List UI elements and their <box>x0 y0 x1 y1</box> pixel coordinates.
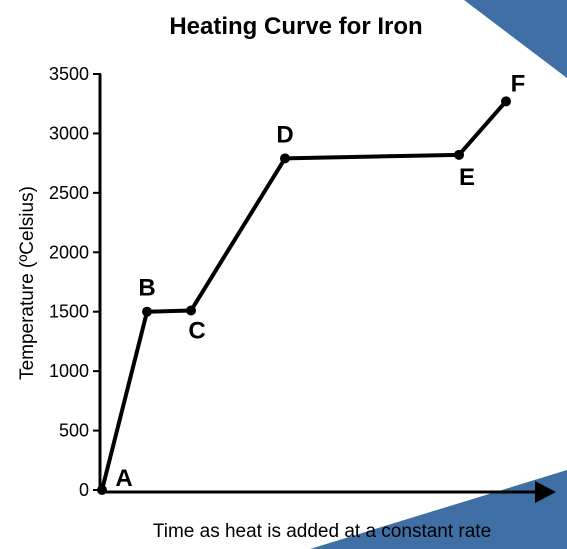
y-axis-ticks: 0 500 1000 1500 2000 2500 3000 3500 <box>49 64 101 500</box>
y-tick-label: 0 <box>79 480 89 500</box>
y-tick-label: 1500 <box>49 302 89 322</box>
point-label-d: D <box>276 121 293 148</box>
data-point-f <box>501 96 511 107</box>
y-tick-label: 3000 <box>49 123 89 143</box>
data-point-c <box>186 305 196 316</box>
point-label-b: B <box>138 275 155 302</box>
data-point-e <box>454 149 464 160</box>
data-markers <box>97 96 511 495</box>
x-axis-arrowhead <box>535 481 556 503</box>
corner-accent-top <box>464 0 567 78</box>
y-tick-label: 3500 <box>49 64 89 84</box>
y-tick-label: 500 <box>59 421 89 441</box>
point-label-c: C <box>188 318 205 345</box>
y-tick-label: 1000 <box>49 361 89 381</box>
data-point-b <box>142 306 152 317</box>
x-axis-label: Time as heat is added at a constant rate <box>153 521 491 542</box>
data-point-a <box>97 485 107 495</box>
data-point-d <box>280 153 290 164</box>
point-label-a: A <box>115 465 132 492</box>
y-axis-label: Temperature (ºCelsius) <box>17 186 38 380</box>
corner-accent-bottom <box>310 470 567 549</box>
point-label-e: E <box>459 164 475 191</box>
point-label-f: F <box>511 70 526 97</box>
series-line <box>100 100 508 491</box>
y-tick-label: 2500 <box>49 183 89 203</box>
y-tick-label: 2000 <box>49 242 89 262</box>
chart-title: Heating Curve for Iron <box>169 13 422 40</box>
data-point-labels: A B C D E F <box>115 70 525 492</box>
